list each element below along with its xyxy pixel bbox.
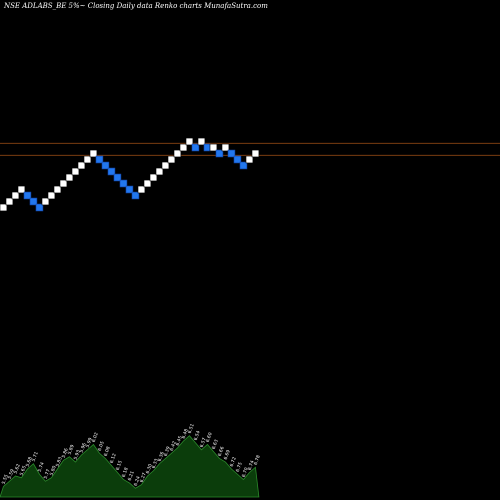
brick-up-2 — [11, 191, 20, 200]
volume-label-9: 5.83 — [55, 456, 64, 468]
brick-down-21 — [125, 185, 134, 194]
brick-down-39 — [233, 155, 242, 164]
brick-up-28 — [167, 155, 176, 164]
volume-label-6: 5.74 — [37, 461, 46, 473]
chart-title: NSE ADLABS_BE 5%~ Closing Daily data Ren… — [3, 2, 268, 10]
brick-up-15 — [89, 149, 98, 158]
volume-label-31: 6.51 — [187, 423, 196, 435]
brick-up-1 — [5, 197, 14, 206]
volume-label-23: 6.27 — [139, 472, 148, 484]
volume-label-22: 6.24 — [133, 475, 142, 487]
volume-label-27: 6.39 — [163, 446, 172, 458]
brick-up-3 — [17, 185, 26, 194]
volume-label-30: 6.48 — [181, 428, 190, 440]
brick-down-4 — [23, 191, 32, 200]
volume-label-34: 6.60 — [205, 432, 214, 444]
volume-label-24: 6.30 — [145, 463, 154, 475]
brick-up-30 — [179, 143, 188, 152]
volume-label-41: 6.74 — [247, 460, 256, 472]
volume-label-3: 5.65 — [19, 465, 28, 477]
brick-up-26 — [155, 167, 164, 176]
brick-up-7 — [41, 197, 50, 206]
brick-up-33 — [197, 137, 206, 146]
brick-up-14 — [83, 155, 92, 164]
brick-down-32 — [191, 143, 200, 152]
volume-label-21: 6.21 — [127, 470, 136, 482]
brick-down-19 — [113, 173, 122, 182]
reference-lines — [0, 142, 500, 156]
brick-down-38 — [227, 149, 236, 158]
volume-label-17: 6.08 — [103, 446, 112, 458]
brick-down-36 — [215, 149, 224, 158]
volume-label-13: 5.96 — [79, 442, 88, 454]
brick-up-24 — [143, 179, 152, 188]
brick-up-10 — [59, 179, 68, 188]
volume-label-26: 6.36 — [157, 451, 166, 463]
volume-label-42: 6.78 — [253, 454, 262, 466]
brick-down-6 — [35, 203, 44, 212]
brick-up-27 — [161, 161, 170, 170]
volume-label-36: 6.66 — [217, 446, 226, 458]
brick-up-41 — [245, 155, 254, 164]
volume-label-8: 5.80 — [49, 465, 58, 477]
brick-up-11 — [65, 173, 74, 182]
volume-label-20: 6.18 — [121, 467, 130, 479]
volume-label-18: 6.12 — [109, 453, 118, 465]
brick-down-5 — [29, 197, 38, 206]
brick-down-17 — [101, 161, 110, 170]
brick-down-20 — [119, 179, 128, 188]
volume-label-15: 6.02 — [91, 432, 100, 444]
brick-up-13 — [77, 161, 86, 170]
brick-down-16 — [95, 155, 104, 164]
volume-label-25: 6.33 — [151, 458, 160, 470]
volume-label-2: 5.62 — [13, 463, 22, 475]
brick-down-22 — [131, 191, 140, 200]
brick-up-23 — [137, 185, 146, 194]
brick-up-12 — [71, 167, 80, 176]
volume-label-37: 6.69 — [223, 449, 232, 461]
volume-label-19: 6.15 — [115, 460, 124, 472]
volume-label-1: 5.59 — [7, 468, 16, 480]
volume-label-0: 5.55 — [1, 474, 10, 486]
brick-up-29 — [173, 149, 182, 158]
volume-label-16: 6.05 — [97, 440, 106, 452]
brick-up-31 — [185, 137, 194, 146]
brick-up-9 — [53, 185, 62, 194]
renko-bricks — [0, 137, 260, 212]
volume-label-38: 6.72 — [229, 456, 238, 468]
brick-up-0 — [0, 203, 8, 212]
brick-up-35 — [209, 143, 218, 152]
volume-label-10: 5.86 — [61, 447, 70, 459]
brick-up-8 — [47, 191, 56, 200]
volume-area: 5.555.595.625.655.685.715.745.775.805.83… — [0, 423, 262, 498]
volume-label-35: 6.63 — [211, 439, 220, 451]
volume-label-32: 6.54 — [193, 430, 202, 442]
volume-label-4: 5.68 — [25, 456, 34, 468]
volume-label-33: 6.57 — [199, 437, 208, 449]
volume-label-12: 5.93 — [73, 449, 82, 461]
volume-label-28: 6.42 — [169, 440, 178, 452]
volume-label-11: 5.89 — [67, 444, 76, 456]
brick-down-40 — [239, 161, 248, 170]
volume-area-path — [0, 435, 260, 498]
brick-up-42 — [251, 149, 260, 158]
brick-down-18 — [107, 167, 116, 176]
volume-label-14: 5.99 — [85, 437, 94, 449]
volume-label-29: 6.45 — [175, 435, 184, 447]
volume-label-5: 5.71 — [31, 451, 40, 463]
volume-label-7: 5.77 — [43, 468, 52, 480]
volume-label-39: 6.75 — [235, 461, 244, 473]
volume-label-40: 6.70 — [241, 467, 250, 479]
brick-up-25 — [149, 173, 158, 182]
brick-up-37 — [221, 143, 230, 152]
